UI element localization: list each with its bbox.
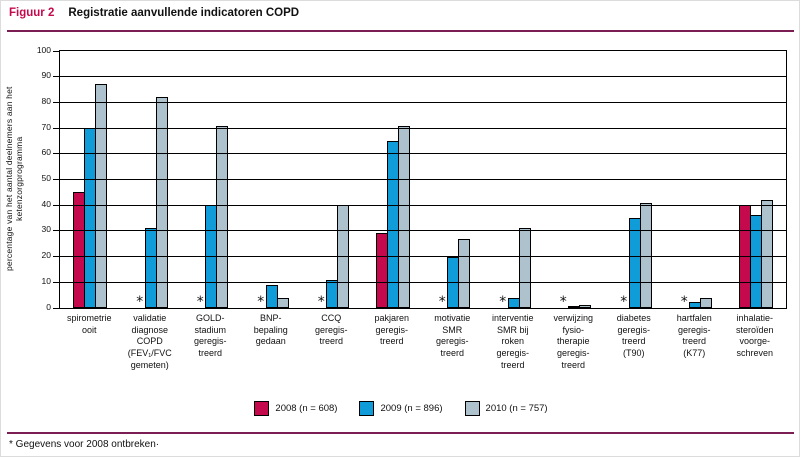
x-category-label-1: spirometrie ooit [66, 313, 112, 335]
legend-label-2010: 2010 (n = 757) [485, 403, 548, 414]
bar-2010 [458, 238, 471, 308]
y-tick-mark-60 [53, 153, 60, 155]
x-category-label-6: pakjaren geregis- treerd [374, 313, 410, 347]
missing-data-asterisk-2008: * [136, 294, 144, 310]
bar-group-4: * [242, 51, 303, 310]
bar-group-6 [363, 51, 424, 308]
legend-swatch-2009 [359, 401, 375, 416]
bars-layer: * * * * * * * * * [60, 51, 786, 310]
x-category-label-2: validatie diagnose COPD (FEV₁/FVC gemete… [127, 313, 172, 370]
bar-2010 [579, 305, 592, 308]
y-axis-ticks: 0 10 20 30 40 50 60 70 80 90 100 [1, 45, 51, 312]
x-category-label-11: hartfalen geregis- treerd (K77) [676, 313, 712, 359]
figure-header: Figuur 2 Registratie aanvullende indicato… [9, 7, 299, 19]
bar-group-10: * [605, 51, 666, 310]
legend-swatch-2010 [464, 401, 480, 416]
gridline-70 [60, 127, 786, 129]
y-tick-label-50: 50 [41, 173, 51, 183]
y-tick-mark-30 [53, 230, 60, 232]
bar-2010 [276, 297, 289, 308]
y-tick-mark-70 [53, 127, 60, 129]
y-tick-label-60: 60 [41, 147, 51, 158]
x-axis-labels: spirometrie ooit validatie diagnose COPD … [59, 313, 785, 371]
y-tick-label-90: 90 [41, 70, 51, 81]
x-category-label-10: diabetes geregis- treerd (T90) [616, 313, 651, 359]
bar-2010 [760, 200, 773, 308]
y-tick-mark-20 [53, 256, 60, 258]
gridline-50 [60, 179, 786, 180]
legend-item-2009: 2009 (n = 896) [359, 401, 443, 416]
y-tick-label-0: 0 [46, 301, 51, 312]
figure-title: Registratie aanvullende indicatoren COPD [68, 7, 300, 19]
y-tick-mark-100 [53, 50, 60, 52]
figure-label: Figuur 2 [9, 7, 55, 19]
y-tick-mark-50 [53, 179, 60, 180]
x-category-label-8: interventie SMR bij roken geregis- treer… [491, 313, 534, 370]
gridline-60 [60, 153, 786, 155]
legend-item-2008: 2008 (n = 608) [254, 401, 337, 416]
y-tick-label-70: 70 [41, 121, 51, 132]
x-category-label-12: inhalatie- steroïden voorge- schreven [735, 313, 774, 359]
bar-group-9: * [544, 51, 605, 310]
legend-label-2009: 2009 (n = 896) [380, 403, 443, 414]
bar-2010 [639, 202, 652, 308]
bar-2010 [155, 97, 168, 308]
y-tick-mark-80 [53, 101, 60, 103]
y-tick-label-30: 30 [41, 224, 51, 235]
x-category-label-9: verwijzing fysio- therapie geregis- tree… [553, 313, 593, 370]
legend-item-2010: 2010 (n = 757) [464, 401, 548, 416]
x-category-label-4: BNP- bepaling gedaan [253, 313, 288, 347]
y-tick-label-10: 10 [41, 275, 51, 286]
bar-group-11: * [665, 51, 726, 310]
bar-2010 [397, 125, 410, 308]
gridline-80 [60, 101, 786, 103]
missing-data-asterisk-2008: * [438, 294, 446, 310]
footnote-divider [7, 432, 794, 434]
missing-data-asterisk-2008: * [196, 294, 204, 310]
bar-2010 [95, 84, 108, 308]
gridline-40 [60, 204, 786, 206]
title-divider [7, 30, 794, 32]
bar-group-1 [60, 51, 121, 308]
bar-group-2: * [121, 51, 182, 310]
y-tick-label-20: 20 [41, 250, 51, 261]
missing-data-asterisk-2008: * [620, 294, 628, 310]
legend: 2008 (n = 608) 2009 (n = 896) 2010 (n = 75… [1, 401, 799, 416]
y-tick-label-100: 100 [36, 44, 51, 55]
gridline-10 [60, 281, 786, 283]
missing-data-asterisk-2008: * [680, 294, 688, 310]
x-category-label-3: GOLD- stadium geregis- treerd [193, 313, 227, 359]
y-tick-mark-40 [53, 204, 60, 206]
missing-data-asterisk-2008: * [499, 294, 507, 310]
gridline-30 [60, 230, 786, 232]
bar-2010 [700, 297, 713, 308]
x-category-label-5: CCQ geregis- treerd [314, 313, 348, 347]
y-tick-mark-10 [53, 281, 60, 283]
x-category-label-7: motivatie SMR geregis- treerd [434, 313, 471, 359]
y-tick-label-80: 80 [41, 95, 51, 106]
legend-label-2008: 2008 (n = 608) [275, 403, 338, 414]
bar-2010 [216, 125, 229, 308]
y-tick-mark-0 [53, 307, 60, 309]
missing-data-asterisk-2008: * [317, 294, 325, 310]
footnote: * Gegevens voor 2008 ontbreken· [9, 439, 160, 450]
bar-group-8: * [484, 51, 545, 310]
missing-data-asterisk-2008: * [559, 294, 567, 310]
missing-data-asterisk-2008: * [257, 294, 265, 310]
legend-swatch-2008 [254, 401, 270, 416]
y-tick-mark-90 [53, 76, 60, 78]
gridline-90 [60, 76, 786, 78]
y-tick-label-40: 40 [41, 198, 51, 209]
bar-2009 [265, 284, 278, 308]
bar-2010 [518, 228, 531, 308]
gridline-20 [60, 256, 786, 258]
plot-area: * * * * * * * * * [53, 50, 787, 310]
